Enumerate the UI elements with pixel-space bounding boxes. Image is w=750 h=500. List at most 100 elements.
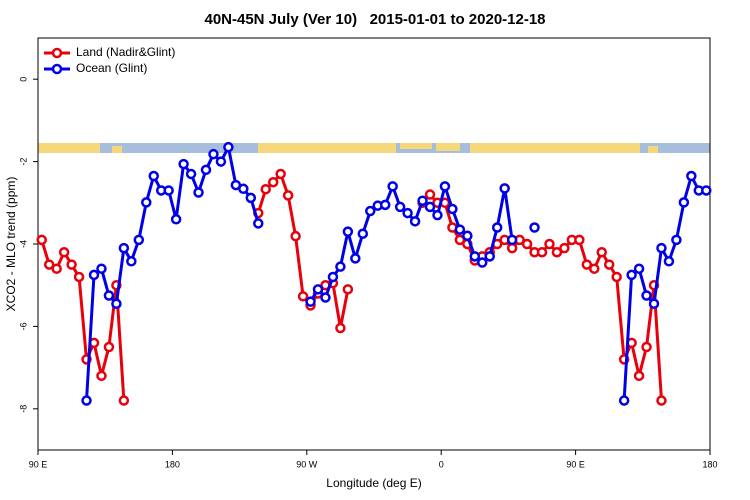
data-point <box>163 185 174 196</box>
data-point <box>282 190 294 201</box>
data-point <box>342 226 354 237</box>
y-tick-label: -4 <box>18 240 28 248</box>
data-point <box>43 259 55 270</box>
data-point <box>290 230 301 242</box>
data-point <box>701 185 712 196</box>
data-point <box>260 183 271 195</box>
data-point <box>633 263 645 274</box>
data-point <box>626 269 637 281</box>
data-point <box>185 168 197 180</box>
data-point <box>409 216 421 227</box>
data-point <box>223 141 234 153</box>
land-ocean-strip <box>38 143 710 153</box>
data-point <box>641 341 652 353</box>
data-point <box>312 284 324 295</box>
data-point <box>253 218 264 229</box>
data-point <box>596 246 607 258</box>
data-point <box>245 192 257 204</box>
data-point <box>148 170 159 182</box>
data-point <box>379 199 391 211</box>
data-point <box>103 341 115 353</box>
data-point <box>327 271 339 283</box>
data-point <box>506 234 518 246</box>
data-point <box>215 156 227 167</box>
data-point <box>342 284 354 295</box>
y-tick-label: -6 <box>18 322 28 330</box>
y-tick-label: -2 <box>18 158 28 166</box>
data-point <box>491 222 503 233</box>
data-point <box>581 259 593 270</box>
y-tick-label: 0 <box>18 77 28 82</box>
data-point <box>193 187 204 198</box>
data-point <box>365 205 376 217</box>
legend-marker <box>51 47 63 59</box>
data-point <box>678 197 690 208</box>
x-tick-label: 90 W <box>296 459 318 469</box>
data-point <box>320 292 331 303</box>
data-point <box>648 298 660 309</box>
data-point <box>656 395 667 406</box>
data-point <box>536 246 548 258</box>
data-point <box>402 207 413 219</box>
data-point <box>424 201 436 213</box>
data-point <box>111 298 122 309</box>
data-point <box>417 195 428 206</box>
data-point <box>178 158 189 170</box>
legend-label: Ocean (Glint) <box>76 61 147 75</box>
data-point <box>88 269 100 281</box>
data-point <box>387 181 398 192</box>
data-point <box>103 290 115 301</box>
data-point <box>297 291 309 302</box>
data-point <box>36 234 47 246</box>
data-point <box>521 238 533 250</box>
chart-title: 40N-45N July (Ver 10) 2015-01-01 to 2020… <box>204 11 545 28</box>
x-tick-label: 180 <box>702 459 717 469</box>
data-point <box>454 224 466 235</box>
data-point <box>81 395 92 406</box>
data-point <box>477 257 488 268</box>
data-point <box>439 181 451 192</box>
data-point <box>141 197 152 208</box>
x-tick-label: 90 E <box>29 459 48 469</box>
data-point <box>357 228 369 239</box>
x-tick-label: 0 <box>439 459 444 469</box>
data-point <box>484 251 495 262</box>
data-point <box>305 296 316 307</box>
data-point <box>633 370 645 382</box>
data-point <box>133 234 145 246</box>
data-point <box>170 214 182 225</box>
data-point <box>96 370 107 382</box>
data-point <box>58 246 70 258</box>
data-point <box>73 271 85 283</box>
legend-marker <box>51 63 63 75</box>
data-point <box>350 253 361 264</box>
data-point <box>506 242 518 254</box>
data-point <box>424 189 436 200</box>
data-point <box>96 263 107 274</box>
data-point <box>618 395 630 406</box>
y-tick-label: -8 <box>18 405 28 413</box>
data-point <box>335 322 346 334</box>
data-point <box>469 251 481 262</box>
data-point <box>200 164 212 176</box>
data-point <box>118 242 130 254</box>
data-point <box>671 234 682 246</box>
data-point <box>66 259 77 270</box>
data-point <box>603 259 615 270</box>
data-point <box>432 209 443 221</box>
data-point <box>499 183 510 194</box>
data-point <box>394 201 406 213</box>
data-point <box>454 234 466 246</box>
data-point <box>611 271 622 283</box>
data-point <box>51 263 62 274</box>
data-point <box>238 183 249 195</box>
data-point <box>574 234 585 246</box>
data-point <box>559 242 570 254</box>
y-axis-label: XCO2 - MLO trend (ppm) <box>4 177 18 312</box>
legend-label: Land (Nadir&Glint) <box>76 45 175 59</box>
data-point <box>447 203 458 215</box>
x-tick-label: 90 E <box>566 459 585 469</box>
data-point <box>589 263 600 274</box>
x-axis-label: Longitude (deg E) <box>326 476 421 490</box>
